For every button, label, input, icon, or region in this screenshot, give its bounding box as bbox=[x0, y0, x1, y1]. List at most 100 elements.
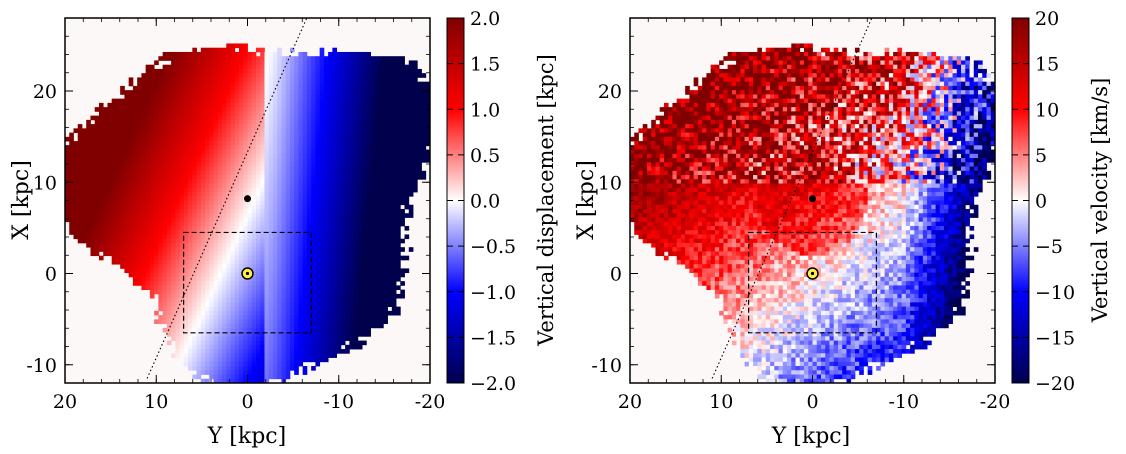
heatmap-cell bbox=[357, 293, 363, 299]
heatmap-cell bbox=[234, 293, 240, 299]
heatmap-cell bbox=[391, 124, 397, 129]
heatmap-cell bbox=[328, 247, 333, 252]
heatmap-cell bbox=[383, 255, 388, 261]
heatmap-cell bbox=[196, 136, 202, 142]
heatmap-cell bbox=[213, 353, 219, 358]
heatmap-cell bbox=[217, 145, 223, 150]
heatmap-cell bbox=[217, 119, 223, 125]
heatmap-cell bbox=[349, 238, 354, 244]
heatmap-cell bbox=[188, 107, 193, 112]
heatmap-cell bbox=[154, 153, 159, 159]
heatmap-cell bbox=[328, 115, 333, 121]
heatmap-cell bbox=[302, 306, 308, 312]
heatmap-cell bbox=[132, 276, 138, 282]
heatmap-cell bbox=[374, 94, 380, 100]
heatmap-cell bbox=[302, 259, 308, 265]
heatmap-cell bbox=[222, 56, 227, 61]
heatmap-cell bbox=[192, 302, 197, 307]
heatmap-cell bbox=[209, 47, 214, 53]
heatmap-cell bbox=[188, 73, 193, 78]
heatmap-cell bbox=[315, 204, 321, 210]
heatmap-cell bbox=[86, 183, 91, 189]
heatmap-cell bbox=[383, 272, 388, 278]
heatmap-cell bbox=[107, 153, 113, 159]
heatmap-cell bbox=[188, 102, 193, 108]
heatmap-cell bbox=[230, 145, 236, 150]
heatmap-cell bbox=[247, 51, 253, 57]
heatmap-cell bbox=[230, 293, 236, 299]
heatmap-cell bbox=[298, 200, 304, 206]
heatmap-cell bbox=[311, 204, 316, 210]
heatmap-cell bbox=[128, 213, 134, 218]
heatmap-cell bbox=[319, 98, 325, 104]
heatmap-cell bbox=[103, 149, 108, 155]
heatmap-cell bbox=[383, 298, 388, 303]
heatmap-cell bbox=[396, 208, 401, 214]
heatmap-cell bbox=[137, 204, 142, 210]
heatmap-cell bbox=[366, 221, 371, 227]
heatmap-cell bbox=[260, 170, 265, 176]
heatmap-cell bbox=[345, 77, 350, 83]
heatmap-cell bbox=[374, 98, 380, 104]
heatmap-cell bbox=[323, 145, 329, 150]
heatmap-cell bbox=[306, 145, 312, 150]
heatmap-cell bbox=[107, 141, 113, 146]
heatmap-cell bbox=[183, 158, 189, 163]
heatmap-cell bbox=[196, 242, 202, 248]
heatmap-cell bbox=[226, 158, 231, 163]
heatmap-cell bbox=[294, 56, 299, 61]
heatmap-cell bbox=[315, 77, 321, 83]
heatmap-cell bbox=[260, 264, 265, 269]
heatmap-cell bbox=[294, 149, 299, 155]
heatmap-cell bbox=[251, 73, 257, 78]
heatmap-cell bbox=[145, 98, 151, 104]
heatmap-cell bbox=[260, 268, 265, 274]
heatmap-cell bbox=[239, 192, 244, 197]
heatmap-cell bbox=[230, 47, 236, 53]
heatmap-cell bbox=[247, 187, 253, 193]
heatmap-cell bbox=[234, 213, 240, 218]
heatmap-cell bbox=[132, 183, 138, 189]
heatmap-cell bbox=[86, 175, 91, 180]
heatmap-cell bbox=[328, 81, 333, 87]
heatmap-cell bbox=[255, 175, 261, 180]
heatmap-cell bbox=[149, 225, 155, 231]
heatmap-cell bbox=[183, 90, 189, 95]
heatmap-cell bbox=[319, 166, 325, 172]
heatmap-cell bbox=[306, 192, 312, 197]
heatmap-cell bbox=[175, 213, 180, 218]
heatmap-cell bbox=[294, 302, 299, 307]
heatmap-cell bbox=[145, 255, 151, 261]
heatmap-cell bbox=[226, 319, 231, 324]
heatmap-cell bbox=[311, 268, 316, 274]
heatmap-cell bbox=[128, 238, 134, 244]
heatmap-cell bbox=[366, 111, 371, 117]
heatmap-cell bbox=[315, 149, 321, 155]
heatmap-cell bbox=[383, 230, 388, 235]
heatmap-cell bbox=[383, 208, 388, 214]
heatmap-cell bbox=[349, 336, 354, 341]
heatmap-cell bbox=[222, 225, 227, 231]
heatmap-cell bbox=[171, 162, 176, 167]
heatmap-cell bbox=[98, 221, 104, 227]
heatmap-cell bbox=[154, 247, 159, 252]
heatmap-cell bbox=[345, 336, 350, 341]
heatmap-cell bbox=[298, 124, 304, 129]
heatmap-cell bbox=[141, 115, 147, 121]
heatmap-cell bbox=[277, 306, 282, 312]
heatmap-cell bbox=[222, 349, 227, 354]
heatmap-cell bbox=[387, 187, 393, 193]
heatmap-cell bbox=[272, 272, 278, 278]
heatmap-cell bbox=[340, 94, 346, 100]
heatmap-cell bbox=[277, 213, 282, 218]
heatmap-cell bbox=[158, 221, 164, 227]
heatmap-cell bbox=[379, 234, 384, 240]
heatmap-cell bbox=[149, 175, 155, 180]
heatmap-cell bbox=[294, 94, 299, 100]
heatmap-cell bbox=[171, 315, 176, 320]
heatmap-cell bbox=[260, 111, 265, 117]
heatmap-cell bbox=[217, 124, 223, 129]
heatmap-cell bbox=[179, 90, 185, 95]
heatmap-cell bbox=[315, 217, 321, 223]
heatmap-cell bbox=[302, 132, 308, 138]
